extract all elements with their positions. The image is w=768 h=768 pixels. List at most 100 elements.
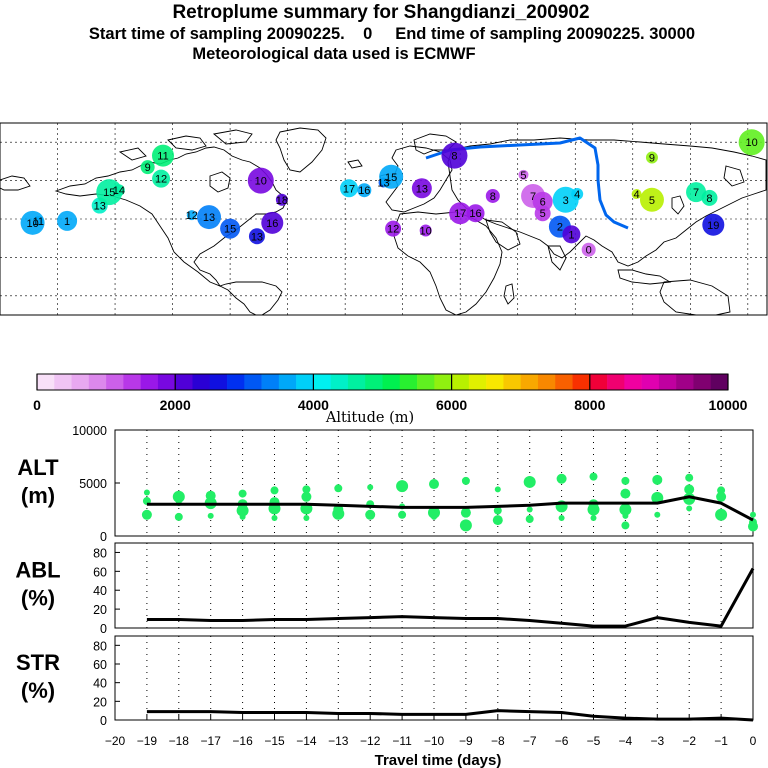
plume-blob xyxy=(411,178,432,199)
plume-blob xyxy=(275,193,288,206)
colorbar-cell xyxy=(123,374,141,390)
map-day-label: 15 xyxy=(224,224,236,236)
y-tick-label: 20 xyxy=(93,695,107,709)
alt-point xyxy=(459,519,472,532)
alt-point xyxy=(271,514,278,521)
alt-point xyxy=(428,506,440,519)
plume-blob xyxy=(339,179,358,198)
alt-point xyxy=(207,512,214,519)
plume-blob xyxy=(466,204,485,223)
panel-label: (m) xyxy=(21,483,55,508)
colorbar-cell xyxy=(399,374,418,390)
colorbar-cell xyxy=(589,374,608,390)
alt-point xyxy=(684,484,695,495)
colorbar-cell xyxy=(347,374,366,390)
alt-point xyxy=(236,504,249,517)
alt-point xyxy=(303,514,310,521)
colorbar-tick-label: 10000 xyxy=(709,397,748,413)
plume-blob xyxy=(532,191,553,212)
colorbar-cell xyxy=(417,374,435,390)
colorbar-cell xyxy=(278,374,297,390)
colorbar-cell xyxy=(106,374,124,390)
alt-point xyxy=(620,488,631,499)
panel-label: ABL xyxy=(15,558,60,583)
alt-point xyxy=(750,511,756,518)
alt-point xyxy=(238,489,247,498)
colorbar-cell xyxy=(140,374,159,390)
chart-title: Retroplume summary for Shangdianzi_20090… xyxy=(172,2,590,23)
plume-blob xyxy=(140,160,155,175)
plume-blob xyxy=(379,164,404,189)
map-day-label: 8 xyxy=(706,193,712,205)
plume-blob xyxy=(220,218,241,239)
alt-point xyxy=(654,511,661,518)
plume-blob xyxy=(57,210,78,231)
alt-point xyxy=(141,509,152,520)
y-tick-label: 40 xyxy=(93,584,107,598)
map-day-label: 16 xyxy=(469,208,481,220)
colorbar-cell xyxy=(313,374,331,390)
x-tick-label: −10 xyxy=(424,734,445,748)
plume-blob xyxy=(419,224,432,237)
panel-label: STR xyxy=(16,650,60,675)
y-tick-label: 60 xyxy=(93,658,107,672)
map-day-label: 13 xyxy=(377,178,389,190)
alt-point xyxy=(461,476,470,485)
alt-point xyxy=(301,491,312,502)
y-tick-label: 5000 xyxy=(79,477,107,491)
x-tick-label: −17 xyxy=(201,734,222,748)
plume-blob xyxy=(631,189,642,200)
plume-blob xyxy=(357,183,372,198)
alt-point xyxy=(556,473,567,484)
map-day-label: 12 xyxy=(186,210,198,222)
alt-point xyxy=(398,510,407,519)
map-day-label: 17 xyxy=(454,208,466,220)
colorbar-cell xyxy=(261,374,280,390)
abl-series-line xyxy=(146,567,755,628)
plume-blob xyxy=(151,144,174,167)
x-tick-label: −9 xyxy=(459,734,473,748)
colorbar-cell xyxy=(244,374,262,390)
alt-point xyxy=(174,512,183,521)
map-day-label: 4 xyxy=(634,189,640,201)
plume-blob xyxy=(248,228,265,245)
plume-blob xyxy=(441,142,468,169)
alt-point xyxy=(302,485,311,494)
plume-blob xyxy=(261,211,284,234)
alt-point xyxy=(621,476,630,485)
y-tick-label: 80 xyxy=(93,639,107,653)
map-day-label: 5 xyxy=(540,208,546,220)
alt-point xyxy=(622,512,629,519)
colorbar-cell xyxy=(382,374,401,390)
colorbar-cell xyxy=(607,374,625,390)
map-day-label: 13 xyxy=(203,212,215,224)
map-day-label: 9 xyxy=(145,162,151,174)
plume-blob xyxy=(686,182,707,203)
plume-blob xyxy=(534,205,551,222)
alt-point xyxy=(493,506,502,515)
map-day-label: 5 xyxy=(649,195,655,207)
x-tick-label: −18 xyxy=(169,734,190,748)
colorbar-cell xyxy=(434,374,452,390)
map-day-label: 7 xyxy=(530,191,536,203)
x-tick-label: −2 xyxy=(682,734,696,748)
map-day-label: 11 xyxy=(33,216,44,228)
panel-label: ALT xyxy=(17,455,59,480)
alt-point xyxy=(558,514,565,521)
colorbar-cell xyxy=(658,374,677,390)
colorbar-cell xyxy=(157,374,176,390)
plume-blob xyxy=(96,179,123,206)
map-day-label: 14 xyxy=(113,185,125,197)
sampling-times: Start time of sampling 20090225. 0 End t… xyxy=(88,25,696,43)
alt-point xyxy=(460,507,471,518)
y-tick-label: 0 xyxy=(100,622,107,636)
alt-point xyxy=(367,484,374,491)
colorbar-cell xyxy=(676,374,694,390)
plume-blob xyxy=(152,169,171,188)
map-day-label: 10 xyxy=(420,226,432,238)
map-day-label: 16 xyxy=(266,218,278,230)
alt-panel: 0 5000 10000 ALT (m) xyxy=(17,424,758,544)
met-data-note: Meteorological data used is ECMWF xyxy=(192,45,476,63)
